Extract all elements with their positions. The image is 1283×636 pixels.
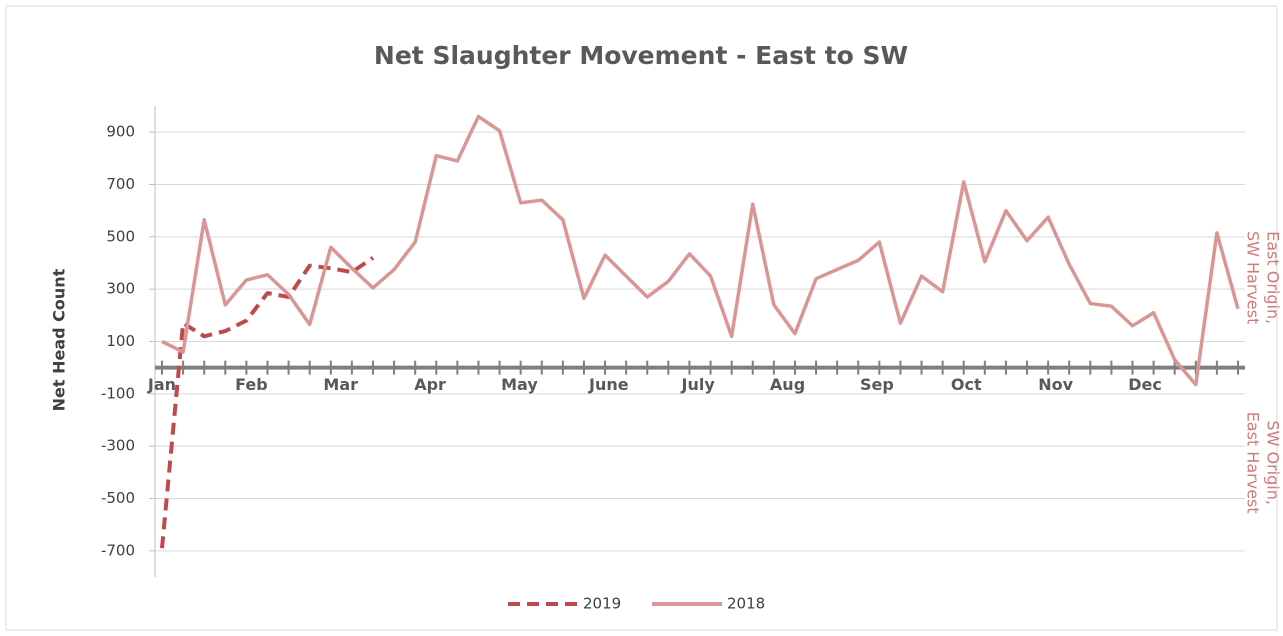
month-label: Aug — [770, 375, 805, 394]
y-tick-label: 900 — [106, 123, 135, 141]
series-line — [160, 256, 375, 549]
y-tick-label: -100 — [101, 384, 135, 402]
y-tick-label: -500 — [101, 489, 135, 507]
y-tick-label: -700 — [101, 541, 135, 559]
y-tick-label: 100 — [106, 332, 135, 350]
legend-label: 2019 — [583, 595, 621, 613]
month-label: Apr — [414, 375, 446, 394]
annotation-line: East Origin, — [1264, 231, 1283, 324]
y-axis-title: Net Head Count — [50, 268, 69, 411]
month-label: July — [681, 375, 716, 394]
annotation-line: SW Harvest — [1244, 231, 1263, 324]
y-tick-label: 300 — [106, 280, 135, 298]
y-tick-label: 500 — [106, 227, 135, 245]
chart-frame — [5, 5, 1278, 631]
month-label: Feb — [235, 375, 268, 394]
month-label: May — [501, 375, 538, 394]
month-label: June — [588, 375, 629, 394]
annotation-line: SW Origin, — [1264, 420, 1283, 505]
series-line — [161, 114, 1240, 387]
annotation: SW Origin,East Harvest — [1244, 412, 1283, 514]
month-label: Jan — [147, 375, 176, 394]
y-tick-label: 700 — [106, 175, 135, 193]
month-label: Dec — [1128, 375, 1162, 394]
chart-title: Net Slaughter Movement - East to SW — [374, 41, 908, 70]
annotation-line: East Harvest — [1244, 412, 1263, 514]
month-label: Mar — [323, 375, 358, 394]
month-label: Nov — [1038, 375, 1073, 394]
legend-label: 2018 — [727, 595, 765, 613]
y-tick-label: -300 — [101, 437, 135, 455]
month-label: Sep — [860, 375, 894, 394]
month-label: Oct — [951, 375, 982, 394]
annotation: East Origin,SW Harvest — [1244, 231, 1283, 324]
